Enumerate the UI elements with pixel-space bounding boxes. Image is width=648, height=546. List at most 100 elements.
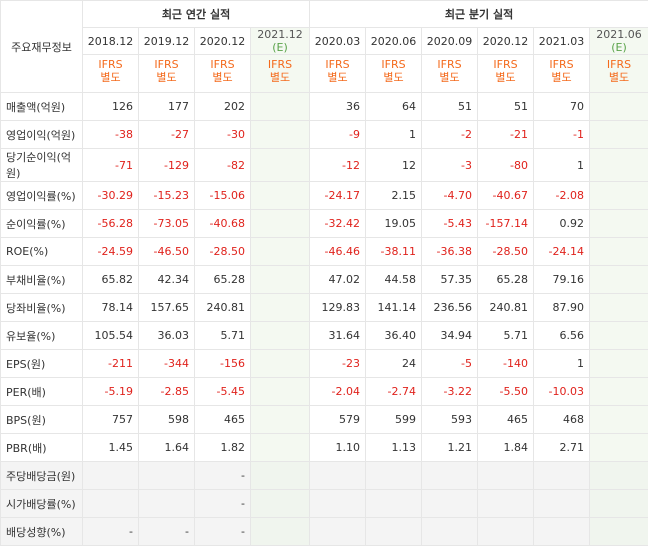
value-cell: -40.67 bbox=[478, 182, 534, 210]
value-cell: -157.14 bbox=[478, 210, 534, 238]
value-cell bbox=[590, 350, 648, 378]
value-cell bbox=[251, 294, 310, 322]
row-label: PBR(배) bbox=[1, 434, 83, 462]
row-label: 영업이익(억원) bbox=[1, 121, 83, 149]
period-label: 2021.12 bbox=[257, 28, 303, 41]
ifrs-basis: 별도 bbox=[366, 71, 421, 84]
value-cell: -15.06 bbox=[195, 182, 251, 210]
value-cell: -24.59 bbox=[83, 238, 139, 266]
value-cell: 236.56 bbox=[422, 294, 478, 322]
value-cell: -4.70 bbox=[422, 182, 478, 210]
value-cell bbox=[478, 462, 534, 490]
ifrs-standard: IFRS bbox=[422, 58, 477, 71]
value-cell: -2.08 bbox=[534, 182, 590, 210]
value-cell bbox=[590, 378, 648, 406]
ifrs-basis: 별도 bbox=[590, 71, 648, 84]
value-cell bbox=[590, 518, 648, 546]
value-cell bbox=[251, 406, 310, 434]
value-cell: 12 bbox=[366, 149, 422, 182]
period-header: 2019.12 bbox=[139, 28, 195, 55]
period-header: 2020.03 bbox=[310, 28, 366, 55]
value-cell bbox=[478, 490, 534, 518]
value-cell: 1.84 bbox=[478, 434, 534, 462]
value-cell: 1.13 bbox=[366, 434, 422, 462]
value-cell bbox=[310, 518, 366, 546]
value-cell: -24.17 bbox=[310, 182, 366, 210]
value-cell: -36.38 bbox=[422, 238, 478, 266]
value-cell: 1 bbox=[534, 149, 590, 182]
ifrs-basis: 별도 bbox=[310, 71, 365, 84]
value-cell: -27 bbox=[139, 121, 195, 149]
value-cell: -2.04 bbox=[310, 378, 366, 406]
value-cell bbox=[590, 121, 648, 149]
value-cell bbox=[534, 490, 590, 518]
period-header: 2021.06 (E) bbox=[590, 28, 648, 55]
value-cell: -2 bbox=[422, 121, 478, 149]
period-label: 2019.12 bbox=[144, 35, 190, 48]
value-cell: - bbox=[195, 490, 251, 518]
value-cell: -80 bbox=[478, 149, 534, 182]
ifrs-standard: IFRS bbox=[251, 58, 309, 71]
value-cell bbox=[590, 210, 648, 238]
value-cell: 202 bbox=[195, 93, 251, 121]
value-cell: - bbox=[195, 518, 251, 546]
period-header: 2020.12 bbox=[195, 28, 251, 55]
value-cell: -15.23 bbox=[139, 182, 195, 210]
value-cell bbox=[478, 518, 534, 546]
value-cell: 5.71 bbox=[478, 322, 534, 350]
value-cell: -5.45 bbox=[195, 378, 251, 406]
value-cell: 36.40 bbox=[366, 322, 422, 350]
value-cell: -28.50 bbox=[195, 238, 251, 266]
period-label: 2018.12 bbox=[88, 35, 134, 48]
row-label: 부채비율(%) bbox=[1, 266, 83, 294]
value-cell bbox=[251, 462, 310, 490]
value-cell: 1.82 bbox=[195, 434, 251, 462]
value-cell: 31.64 bbox=[310, 322, 366, 350]
value-cell: 78.14 bbox=[83, 294, 139, 322]
value-cell: -211 bbox=[83, 350, 139, 378]
value-cell bbox=[590, 406, 648, 434]
value-cell bbox=[590, 93, 648, 121]
row-label: 당좌비율(%) bbox=[1, 294, 83, 322]
period-label: 2021.06 bbox=[596, 28, 642, 41]
row-label: BPS(원) bbox=[1, 406, 83, 434]
ifrs-basis: 별도 bbox=[83, 71, 138, 84]
value-cell: -24.14 bbox=[534, 238, 590, 266]
value-cell bbox=[310, 490, 366, 518]
value-cell: 44.58 bbox=[366, 266, 422, 294]
value-cell: -30 bbox=[195, 121, 251, 149]
value-cell: -38.11 bbox=[366, 238, 422, 266]
row-label: 매출액(억원) bbox=[1, 93, 83, 121]
value-cell: -82 bbox=[195, 149, 251, 182]
value-cell: 1 bbox=[366, 121, 422, 149]
value-cell: 70 bbox=[534, 93, 590, 121]
value-cell: 65.28 bbox=[478, 266, 534, 294]
value-cell: - bbox=[139, 518, 195, 546]
ifrs-standard: IFRS bbox=[366, 58, 421, 71]
value-cell bbox=[251, 518, 310, 546]
quarter-section-header: 최근 분기 실적 bbox=[310, 1, 648, 28]
value-cell: 126 bbox=[83, 93, 139, 121]
value-cell: -3 bbox=[422, 149, 478, 182]
value-cell bbox=[590, 266, 648, 294]
value-cell: 64 bbox=[366, 93, 422, 121]
value-cell: -5.19 bbox=[83, 378, 139, 406]
value-cell bbox=[590, 462, 648, 490]
ifrs-standard: IFRS bbox=[590, 58, 648, 71]
value-cell bbox=[251, 149, 310, 182]
value-cell: -73.05 bbox=[139, 210, 195, 238]
value-cell: 65.82 bbox=[83, 266, 139, 294]
table-row: 주당배당금(원)- bbox=[1, 462, 648, 490]
value-cell: -10.03 bbox=[534, 378, 590, 406]
value-cell: - bbox=[83, 518, 139, 546]
value-cell: 141.14 bbox=[366, 294, 422, 322]
